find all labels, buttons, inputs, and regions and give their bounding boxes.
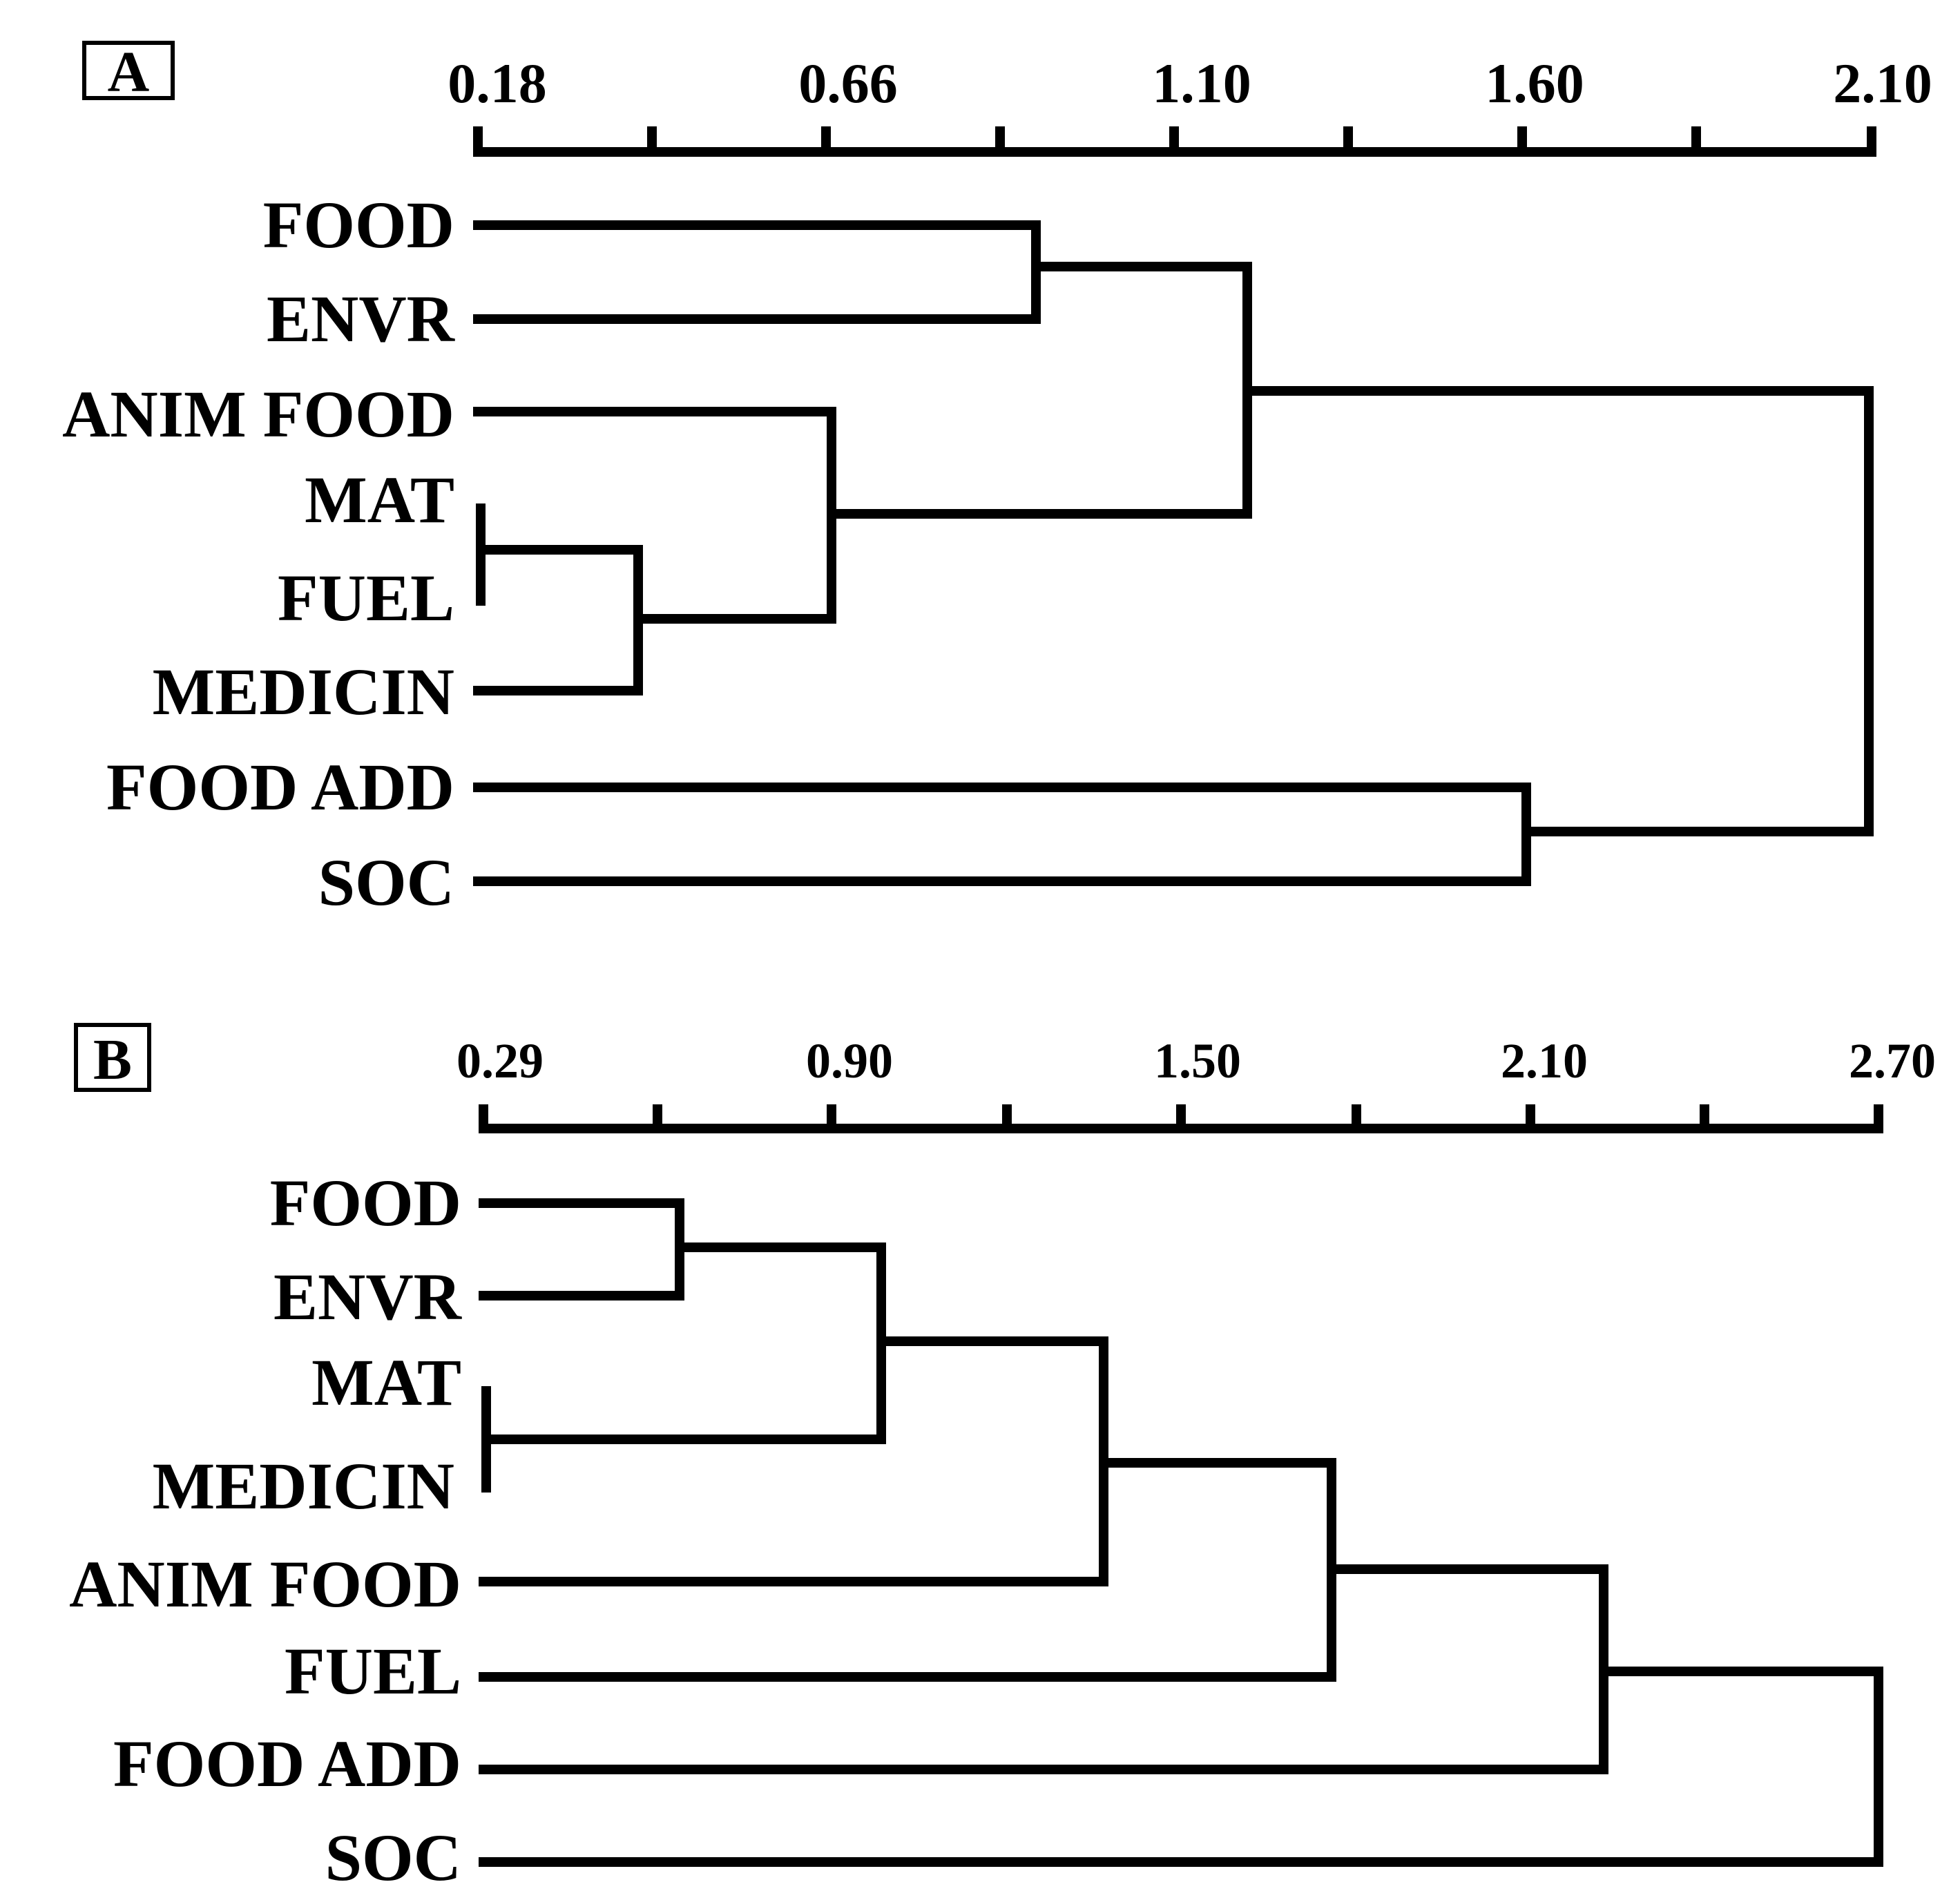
panel-a-leaf-label: ANIM FOOD [62,377,454,451]
panel-a-leaf-label: FUEL [278,561,454,635]
panel-b-label: B [93,1028,132,1092]
panel-a-leaf-label: FOOD ADD [106,750,454,824]
panel-a-branch-matfuel-medicin [473,545,643,695]
panel-a-branch-animfood-group [473,407,836,624]
panel-b-branches [479,1198,1883,1867]
panel-b-leaf-label: FOOD [270,1166,461,1240]
panel-a-tick-label: 1.60 [1485,52,1584,115]
panel-a-leaf-label: FOOD [263,188,454,262]
panel-b-branch-animfood [479,1336,1108,1586]
panel-b-branch-root [479,1667,1883,1867]
panel-b-leaf-label: ANIM FOOD [69,1547,461,1621]
panel-b-tick-label: 0.90 [806,1033,893,1088]
panel-a-tick-label: 0.66 [798,52,898,115]
panel-a-label: A [108,40,150,104]
panel-b-label-box [74,1023,151,1092]
panel-a-branches [473,220,1874,886]
panel-a-leaf-labels: FOOD ENVR ANIM FOOD MAT FUEL MEDICIN FOO… [62,188,456,919]
panel-b-leaf-label: MAT [311,1345,461,1419]
panel-a: A 0.18 0.66 1.10 1.60 2.10 FOOD ENVR ANI… [62,40,1932,919]
panel-a-axis: 0.18 0.66 1.10 1.60 2.10 [448,52,1932,157]
panel-b-tick-label: 2.70 [1849,1033,1936,1088]
panel-a-branch-food-envr [473,220,1041,324]
panel-b: B 0.29 0.90 1.50 2.10 2.70 FOOD ENVR MAT… [69,1023,1936,1894]
panel-b-leaf-label: MEDICIN [153,1449,454,1523]
panel-a-branch-root [1242,386,1874,836]
panel-a-branch-foodadd-soc [473,783,1531,886]
panel-b-branch-food-envr [479,1198,684,1301]
panel-b-branch-foodadd [479,1564,1608,1774]
panel-b-branch-fuel [479,1458,1336,1682]
panel-b-leaf-label: FUEL [285,1634,461,1708]
panel-b-leaf-label: SOC [325,1821,461,1894]
panel-a-tick-label: 1.10 [1152,52,1251,115]
panel-b-leaf-label: ENVR [273,1260,463,1334]
panel-b-tick-label: 0.29 [457,1033,544,1088]
panel-a-leaf-label: ENVR [267,282,456,356]
panel-a-tick-label: 2.10 [1833,52,1932,115]
panel-a-leaf-label: MAT [305,463,454,537]
panel-a-leaf-label: MEDICIN [153,655,454,729]
panel-b-axis: 0.29 0.90 1.50 2.10 2.70 [457,1033,1936,1133]
panel-b-leaf-label: FOOD ADD [113,1727,461,1801]
panel-b-tick-label: 1.50 [1154,1033,1241,1088]
panel-b-tick-label: 2.10 [1501,1033,1588,1088]
panel-a-leaf-label: SOC [318,845,454,919]
panel-b-leaf-labels: FOOD ENVR MAT MEDICIN ANIM FOOD FUEL FOO… [69,1166,463,1894]
panel-a-label-box [82,41,175,100]
panel-a-tick-label: 0.18 [448,52,547,115]
